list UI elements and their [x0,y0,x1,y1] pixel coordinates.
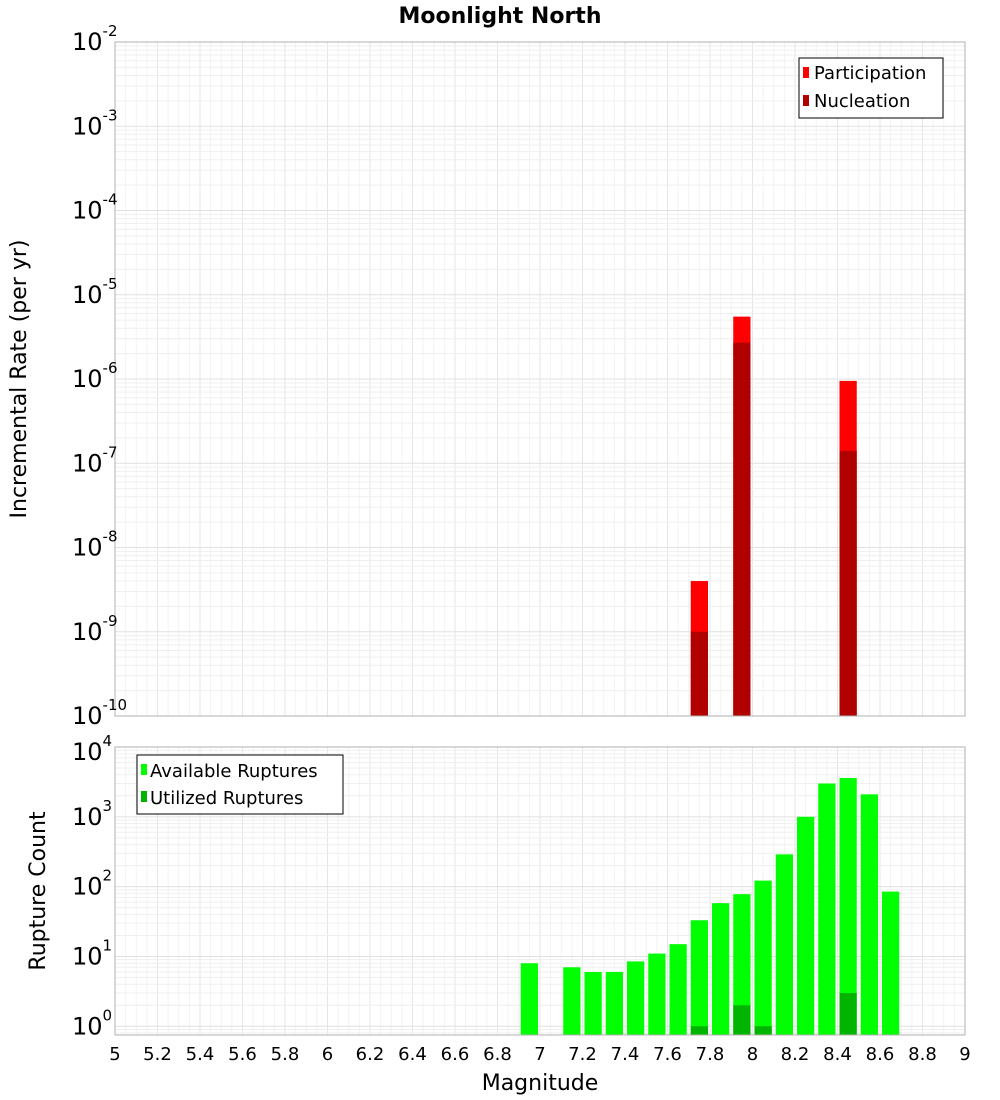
available-ruptures-bar [648,953,666,1035]
x-tick-label: 6.4 [398,1044,427,1065]
utilized-ruptures-bar [690,1026,708,1035]
x-tick-label: 5.4 [186,1044,215,1065]
nucleation-bar [690,631,708,716]
available-ruptures-bar [797,816,815,1035]
x-tick-label: 6.8 [483,1044,512,1065]
available-ruptures-bar [520,963,538,1035]
y-tick-label: 104 [72,732,112,766]
available-ruptures-bar [605,971,623,1035]
legend-swatch-nucleation [803,95,809,106]
legend-label-nucleation: Nucleation [814,91,910,112]
y-tick-label: 100 [72,1006,112,1040]
top-y-tick-labels: 10-10 10-9 10-8 10-7 10-6 10-5 10-4 10-3 10-2 [72,22,127,730]
x-tick-label: 8 [747,1044,758,1065]
available-ruptures-bar [584,971,602,1035]
utilized-ruptures-bar [754,1026,772,1035]
legend-label-participation: Participation [814,63,926,84]
top-plot-border [114,41,966,717]
available-ruptures-bar [627,961,645,1035]
bottom-plot-border [114,746,966,1036]
legend-swatch-participation [803,67,809,78]
y-tick-label: 103 [72,797,112,831]
legend-label-utilized: Utilized Ruptures [150,788,303,809]
available-ruptures-bar [733,894,751,1035]
x-tick-labels: 5 5.2 5.4 5.6 5.8 6 6.2 6.4 6.6 6.8 7 7.2 7.4 7.6 7.8 8… [109,1044,970,1065]
top-legend-box [798,57,944,119]
y-tick-label: 101 [72,936,112,970]
bottom-legend-box [136,754,344,815]
available-ruptures-bar [712,903,730,1035]
x-tick-label: 6.6 [441,1044,470,1065]
available-ruptures-bar [882,891,900,1035]
y-tick-label: 10-6 [72,359,118,393]
available-ruptures-bar [669,944,687,1035]
available-ruptures-bar [690,920,708,1035]
top-y-axis-label: Incremental Rate (per yr) [7,240,32,519]
x-tick-label: 6 [322,1044,333,1065]
y-tick-label: 10-2 [72,22,118,56]
x-tick-label: 7.4 [611,1044,640,1065]
top-gridlines [114,42,966,717]
nucleation-bar [839,450,857,716]
top-bars [690,316,857,716]
top-legend: Participation Nucleation [798,57,944,119]
legend-label-available: Available Ruptures [150,761,318,782]
x-tick-label: 7 [534,1044,545,1065]
bottom-bars [520,777,900,1035]
x-tick-label: 8.4 [823,1044,852,1065]
y-tick-label: 10-4 [72,191,118,225]
chart-title: Moonlight North [398,4,601,29]
available-ruptures-bar [860,794,878,1035]
available-ruptures-bar [563,967,581,1035]
y-tick-label: 10-3 [72,106,118,140]
available-ruptures-bar [775,854,793,1035]
x-tick-label: 7.2 [568,1044,597,1065]
x-tick-label: 7.8 [696,1044,725,1065]
y-tick-label: 10-5 [72,275,118,309]
y-tick-label: 10-8 [72,528,118,562]
bottom-y-axis-label: Rupture Count [26,811,51,971]
x-tick-label: 8.6 [866,1044,895,1065]
incremental-rate-panel: 10-10 10-9 10-8 10-7 10-6 10-5 10-4 10-3 10-2 In… [7,22,966,730]
x-tick-label: 9 [959,1044,970,1065]
x-tick-label: 7.6 [653,1044,682,1065]
x-axis-label: Magnitude [482,1071,599,1096]
y-tick-label: 10-7 [72,443,118,477]
legend-swatch-available [141,764,147,775]
bottom-legend: Available Ruptures Utilized Ruptures [136,754,344,815]
x-tick-label: 8.2 [781,1044,810,1065]
utilized-ruptures-bar [733,1005,751,1035]
nucleation-bar [733,342,751,716]
utilized-ruptures-bar [839,992,857,1035]
x-tick-label: 5.2 [143,1044,172,1065]
x-tick-label: 6.2 [356,1044,385,1065]
available-ruptures-bar [754,880,772,1035]
bottom-y-tick-labels: 100 101 102 103 104 [72,732,112,1040]
available-ruptures-bar [818,783,836,1035]
x-tick-label: 5 [109,1044,120,1065]
legend-swatch-utilized [141,791,147,802]
y-tick-label: 10-10 [72,696,127,730]
available-ruptures-bar [839,777,857,1035]
y-tick-label: 10-9 [72,612,118,646]
y-tick-label: 102 [72,867,112,901]
x-tick-label: 5.8 [271,1044,300,1065]
x-tick-label: 8.8 [908,1044,937,1065]
x-tick-label: 5.6 [228,1044,257,1065]
rupture-count-panel: 100 101 102 103 104 5 5.2 5.4 5.6 5.8 6 6.2 6.4 6.6 6… [26,732,971,1096]
